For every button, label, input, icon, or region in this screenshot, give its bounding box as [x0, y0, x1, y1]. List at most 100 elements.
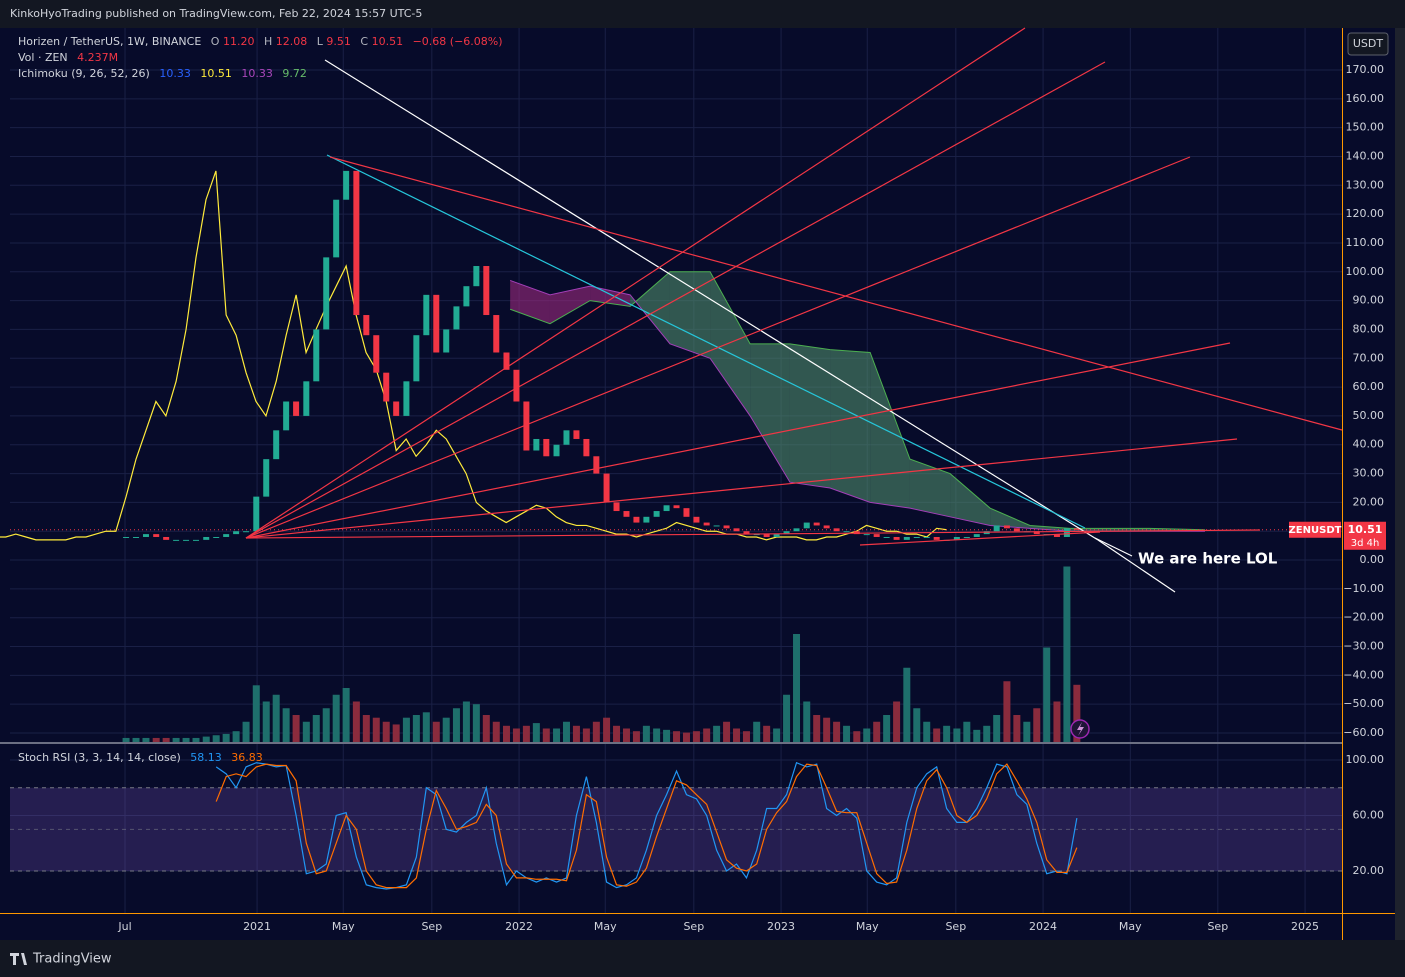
- volume-bar: [492, 721, 500, 742]
- x-tick-label: Sep: [683, 920, 704, 933]
- volume-bar: [572, 725, 580, 742]
- currency-button[interactable]: [1347, 32, 1389, 56]
- candle-body: [483, 266, 490, 316]
- volume-bar: [312, 715, 320, 742]
- volume-bar: [522, 725, 530, 742]
- legend-line: Vol · ZEN 4.237M: [18, 51, 118, 64]
- candle-body: [1053, 534, 1060, 537]
- candle-body: [963, 536, 970, 538]
- volume-bar: [162, 737, 170, 742]
- volume-bar: [742, 731, 750, 742]
- volume-bar: [903, 667, 911, 742]
- candle-body: [1063, 528, 1070, 537]
- x-tick-label: May: [1119, 920, 1142, 933]
- stoch-name: Stoch RSI (3, 3, 14, 14, close): [18, 751, 181, 764]
- candle-body: [813, 522, 820, 526]
- candle-body: [223, 534, 230, 537]
- candle-body: [1003, 525, 1010, 529]
- stoch-line: [215, 761, 1078, 890]
- fan-line: [245, 438, 1238, 539]
- y-tick-label: 170.00: [1346, 63, 1385, 76]
- volume-bar: [262, 701, 270, 742]
- change: −0.68 (−6.08%): [413, 35, 503, 48]
- candle-body: [203, 536, 210, 540]
- span-value: 9.72: [282, 67, 307, 80]
- volume-bar: [532, 723, 540, 742]
- volume-bar: [502, 725, 510, 742]
- volume-bar: [152, 737, 160, 742]
- x-tick-label: 2021: [243, 920, 271, 933]
- x-tick-label: 2025: [1291, 920, 1319, 933]
- currency[interactable]: USDT: [1353, 37, 1384, 50]
- volume-bar: [402, 717, 410, 742]
- volume-bar: [362, 715, 370, 742]
- volume-bar: [933, 728, 941, 742]
- candle-body: [593, 456, 600, 474]
- candles: [123, 170, 1080, 541]
- y-tick-label: 60.00: [1353, 808, 1385, 821]
- candle-body: [993, 525, 1000, 532]
- volume-bar: [412, 715, 420, 742]
- candle-body: [323, 257, 330, 330]
- volume-bar: [553, 728, 561, 742]
- volume-bar: [673, 731, 681, 742]
- legend-line: Ichimoku (9, 26, 52, 26) 10.33 10.51 10.…: [18, 67, 307, 80]
- volume-bar: [663, 729, 671, 742]
- price-tag-symbol: ZENUSDT: [1289, 525, 1342, 536]
- cloud-fill: [590, 286, 631, 307]
- candle-body: [163, 536, 170, 540]
- volume-bar: [332, 694, 340, 742]
- candle-body: [563, 430, 570, 445]
- candle-body: [153, 534, 160, 537]
- volume-bar: [883, 715, 891, 742]
- candle-body: [283, 401, 290, 431]
- cloud-edge: [509, 271, 1205, 531]
- y-tick-label: 20.00: [1353, 864, 1385, 877]
- volume-bar: [653, 728, 661, 742]
- candle-body: [503, 352, 510, 370]
- brand-logo: [10, 953, 27, 965]
- right-gutter: [1395, 28, 1405, 940]
- candle-body: [953, 536, 960, 540]
- volume-bar: [682, 732, 690, 742]
- volume-bar: [783, 694, 791, 742]
- volume-bar: [963, 721, 971, 742]
- cloud-fill: [830, 349, 871, 503]
- y-tick-label: 110.00: [1346, 236, 1385, 249]
- cloud-fill: [630, 271, 670, 344]
- trendlines: [245, 27, 1343, 593]
- publisher: KinkoHyoTrading published on TradingView…: [10, 7, 422, 20]
- volume-bar: [512, 728, 520, 742]
- volume-bar: [452, 708, 460, 742]
- symbol: Horizen / TetherUS, 1W, BINANCE: [18, 35, 201, 48]
- y-tick-label: 100.00: [1346, 265, 1385, 278]
- close: 10.51: [372, 35, 404, 48]
- volume-bar: [622, 728, 630, 742]
- volume-bar: [943, 725, 951, 742]
- volume-bar: [292, 715, 300, 742]
- candle-body: [743, 531, 750, 535]
- fan-line: [245, 27, 1026, 539]
- legend-line: Stoch RSI (3, 3, 14, 14, close) 58.13 36…: [18, 751, 263, 764]
- volume-bar: [1013, 715, 1021, 742]
- volume-bar: [803, 701, 811, 742]
- base-value: 10.33: [241, 67, 273, 80]
- candle-body: [653, 511, 660, 517]
- volume-bar: [843, 725, 851, 742]
- volume-bar: [192, 737, 200, 742]
- candle-body: [183, 539, 190, 541]
- volume-bar: [282, 708, 290, 742]
- candle-body: [773, 534, 780, 537]
- low: 9.51: [326, 35, 351, 48]
- candle-body: [863, 534, 870, 536]
- alert-bolt: [1077, 722, 1084, 736]
- candle-body: [883, 536, 890, 538]
- axes: Jul 2021 May Sep 2022 May Sep 2023 May Sep 2024 May…: [117, 63, 1386, 933]
- trendline: [324, 59, 1099, 541]
- volume-bar: [322, 708, 330, 742]
- trendline: [326, 154, 1086, 529]
- y-tick-label: −40.00: [1343, 668, 1384, 681]
- candle-body: [673, 505, 680, 509]
- volume-bar: [993, 715, 1001, 742]
